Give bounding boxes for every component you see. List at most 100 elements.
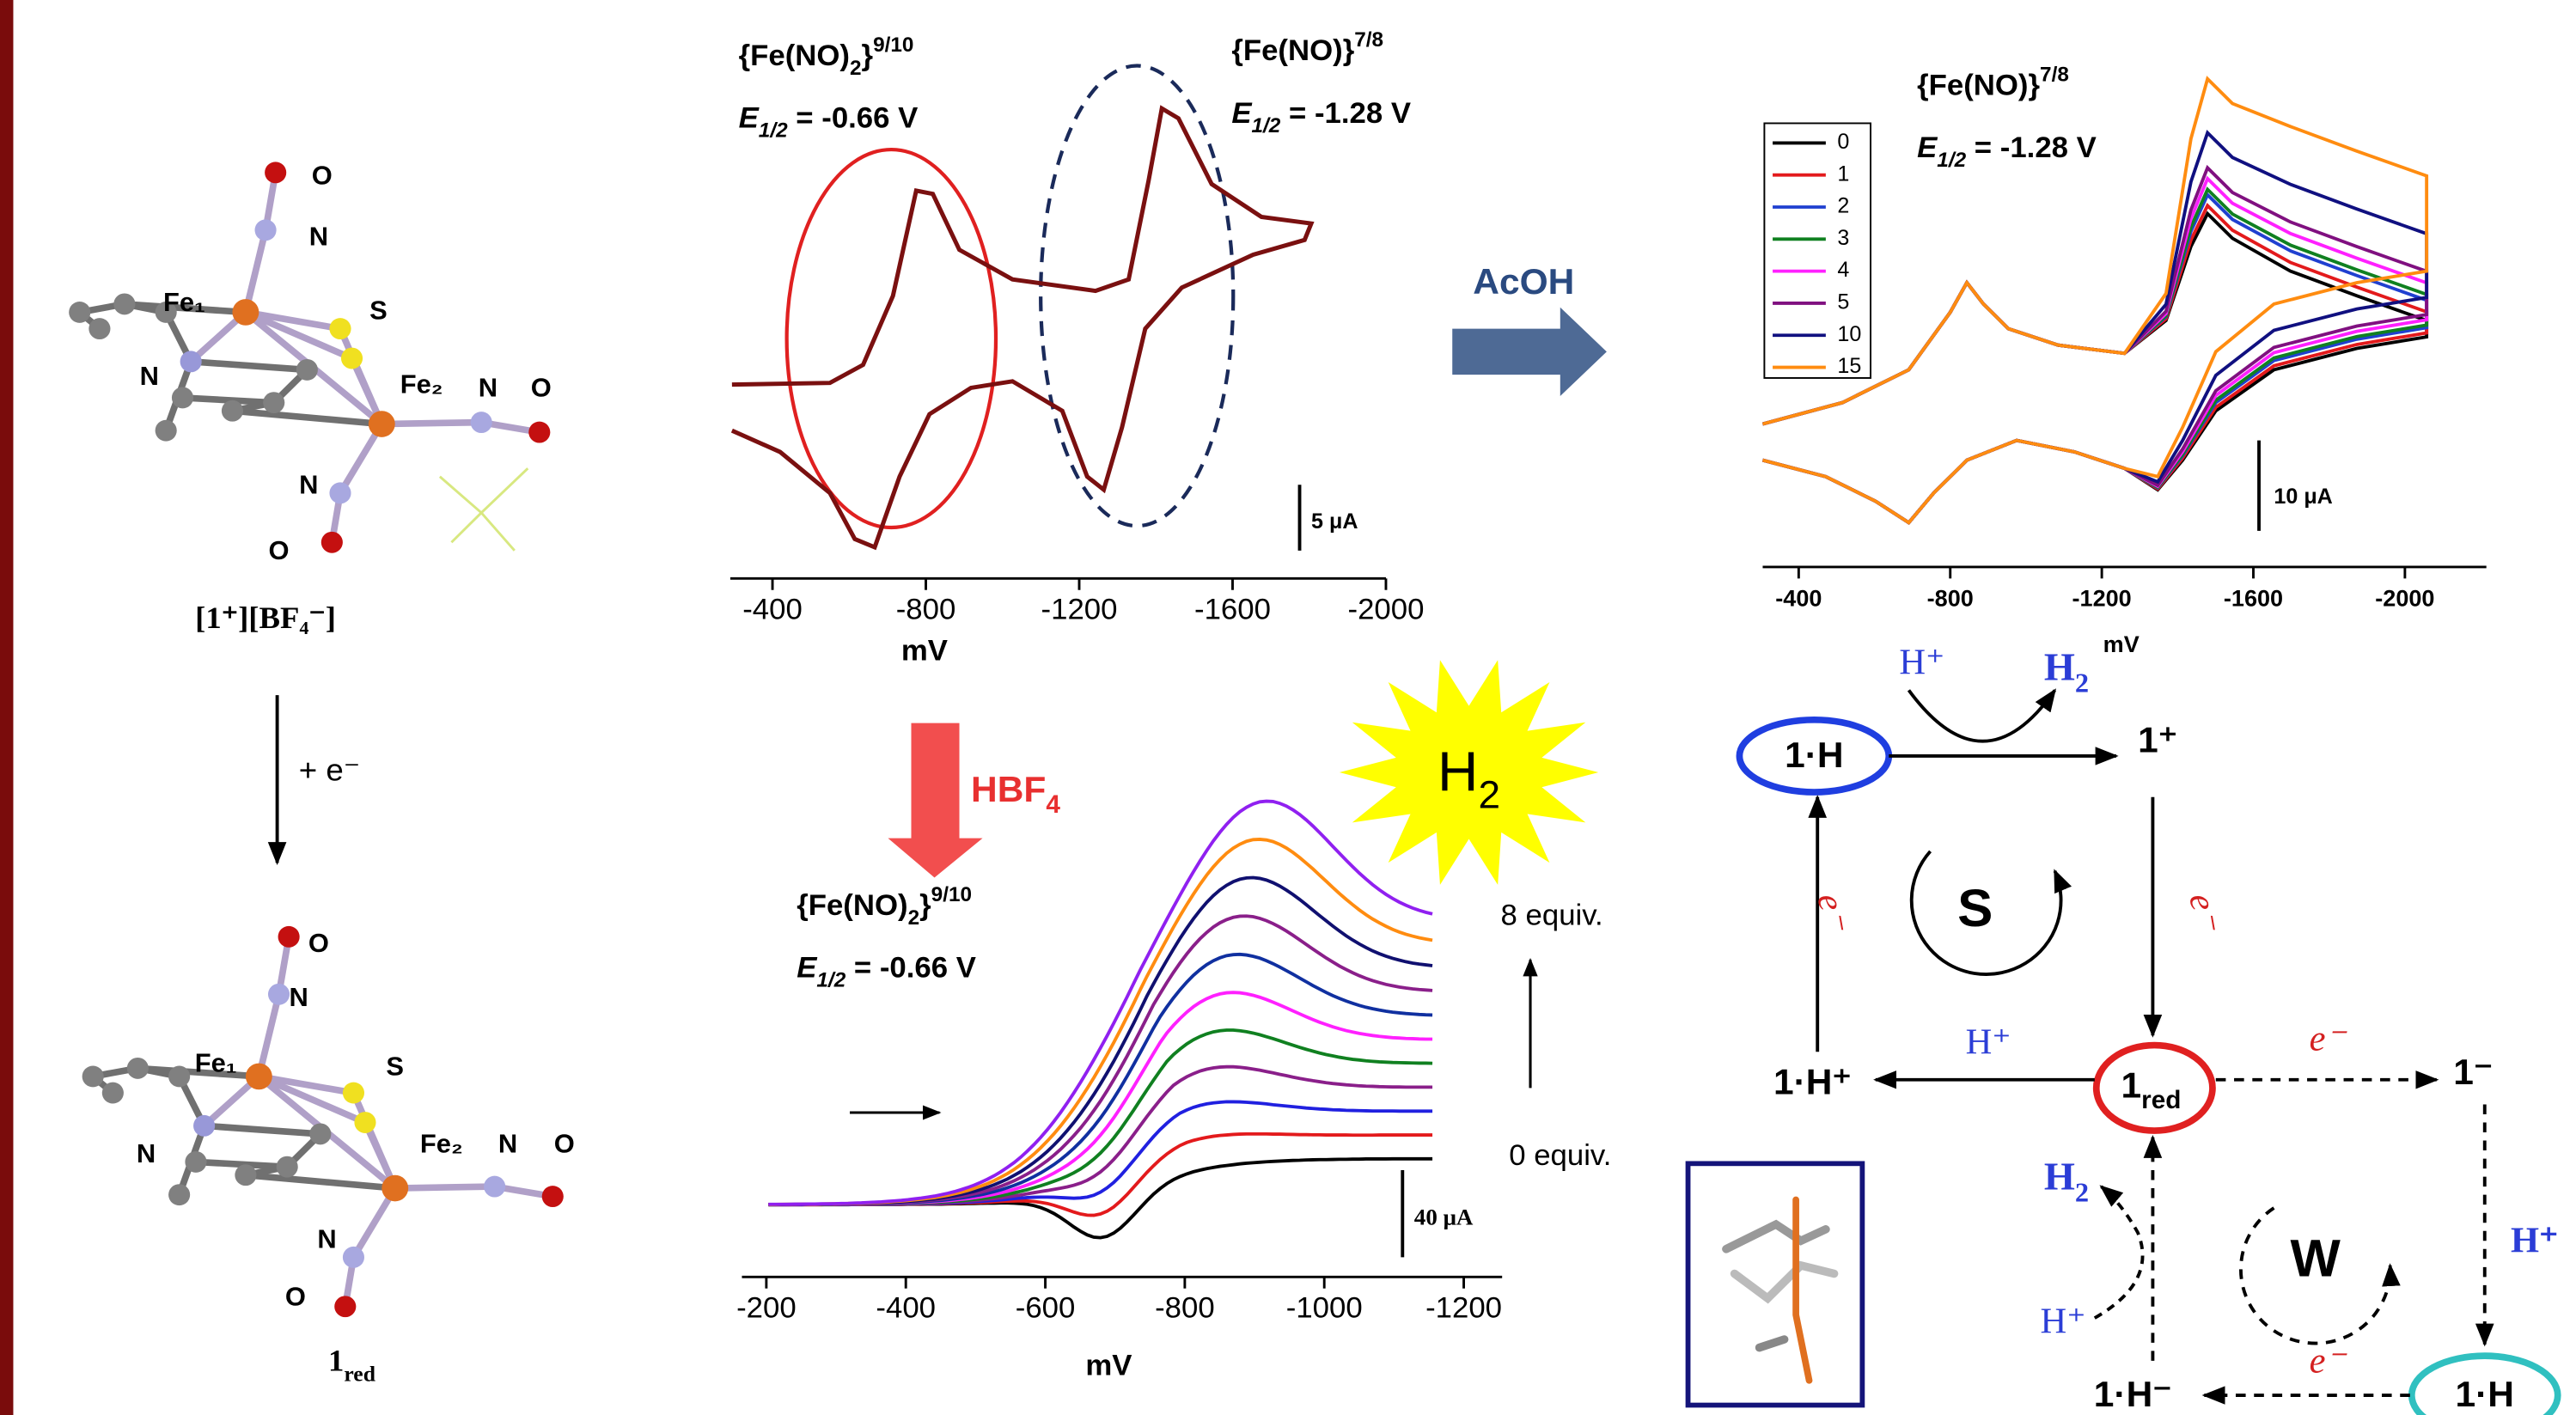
cv-curve [768,877,1432,1204]
text-part: {Fe(NO)} [1231,34,1354,67]
x-tick-label: -1000 [1286,1292,1363,1325]
scale-label: 40 μA [1414,1205,1474,1230]
atom [168,1184,190,1205]
scale-label: 5 μA [1311,509,1358,534]
text-part: 1/2 [1252,114,1281,137]
text-part: {Fe(NO)} [1917,70,2040,102]
text-part: E [797,952,817,985]
text-part: 4 [1046,790,1060,819]
scheme-node: 1·H [2456,1374,2514,1414]
atom [255,219,277,241]
atom-label: Fe₁ [195,1048,237,1078]
x-tick-label: -1600 [1194,594,1271,626]
step-label: + e⁻ [299,753,360,788]
atom [232,299,259,326]
text-part: 9/10 [931,883,972,906]
cycle-label: W [2291,1229,2341,1289]
atom [69,302,90,323]
text-part: red [2141,1087,2181,1115]
x-tick-label: -400 [1775,585,1822,611]
scheme-node: 1·H⁺ [1773,1062,1852,1102]
text-part: {Fe(NO) [797,889,907,922]
atom [127,1058,149,1079]
scheme-label: e⁻ [2310,1019,2348,1059]
page: {"molecule_oxidized":{"atom_labels":["O"… [0,0,2576,1415]
molecule-caption: 1red [328,1343,375,1387]
legend-label: 4 [1837,258,1849,282]
atom-label: N [317,1223,336,1253]
bond [191,362,307,370]
bond [232,411,382,424]
text-part: 1 [328,1343,344,1378]
text-part: E [739,102,760,135]
figure: ONFe₁SFe₂NONON[1⁺][BF₄⁻]ONFe₁SFe₂NONON1r… [0,0,2576,1415]
scheme-label: e⁻ [2310,1341,2348,1381]
atom [246,1064,272,1090]
reagent-label: HBF4 [971,769,1060,819]
molecule-caption: [1⁺][BF₄⁻] [195,601,336,636]
atom [113,293,135,314]
scale-label: 10 μA [2274,485,2332,509]
atom [82,1066,104,1088]
atom-label: N [140,361,159,391]
atom-label: N [137,1138,156,1168]
atom [343,1247,364,1268]
x-tick-label: -400 [742,594,803,626]
x-tick-label: -2000 [1348,594,1425,626]
counterion-bond [481,468,528,513]
scheme-label: H⁺ [1899,643,1944,683]
bond [395,1186,495,1188]
atom [235,1164,256,1186]
highlight-ellipse [787,149,996,528]
text-part: 2 [850,57,862,80]
atom-label: O [312,161,333,191]
atom-label: N [309,222,328,252]
atom-label: N [299,469,318,499]
side-stripe [0,0,13,1415]
atom [309,1123,331,1144]
atom [343,1083,364,1104]
hbf4-arrow [888,723,982,878]
potential-label: E1/2 = -1.28 V [1917,131,2097,172]
atom-label: S [369,296,388,326]
atom-label: O [531,373,552,403]
x-tick-label: -2000 [2375,585,2434,611]
x-tick-label: -200 [736,1292,797,1325]
text-part: 2 [2075,1177,2089,1208]
scheme-label: H2 [2044,1154,2089,1208]
text-part: 1 [2121,1065,2142,1106]
atom-label: N [498,1129,517,1159]
scheme-label: H2 [2044,644,2089,698]
text-part: 7/8 [1354,28,1383,52]
reagent-label: AcOH [1473,261,1574,302]
counterion-bond [440,477,481,513]
text-part: 1/2 [816,969,845,992]
x-tick-label: -1200 [1041,594,1118,626]
text-part: 1/2 [1937,149,1966,172]
legend-label: 0 [1837,130,1849,154]
scheme-label: e⁻ [1810,891,1856,936]
atom [542,1186,564,1207]
atom [369,411,395,437]
x-tick-label: -1200 [1425,1292,1502,1325]
potential-label: E1/2 = -1.28 V [1231,97,1411,137]
cv-curve [768,955,1432,1205]
text-part: } [862,40,874,72]
atom [329,482,351,503]
species-label: {Fe(NO)}7/8 [1917,63,2069,101]
atom [172,387,193,408]
text-part: red [344,1362,375,1387]
atom [180,351,202,372]
scheme-label: H⁺ [1966,1022,2011,1062]
legend-label: 1 [1837,162,1849,186]
text-part: [1⁺][BF₄⁻] [195,601,336,636]
range-label: 8 equiv. [1501,900,1603,932]
potential-label: E1/2 = -0.66 V [797,952,976,992]
text-part: H [1438,740,1478,802]
scheme-label: H⁺ [2511,1221,2558,1261]
text-part: = -1.28 V [1966,131,2097,164]
scheme-node: 1red [2121,1065,2182,1115]
text-part: HBF [971,769,1046,809]
x-tick-label: -800 [1155,1292,1215,1325]
atom-label: S [386,1052,404,1082]
